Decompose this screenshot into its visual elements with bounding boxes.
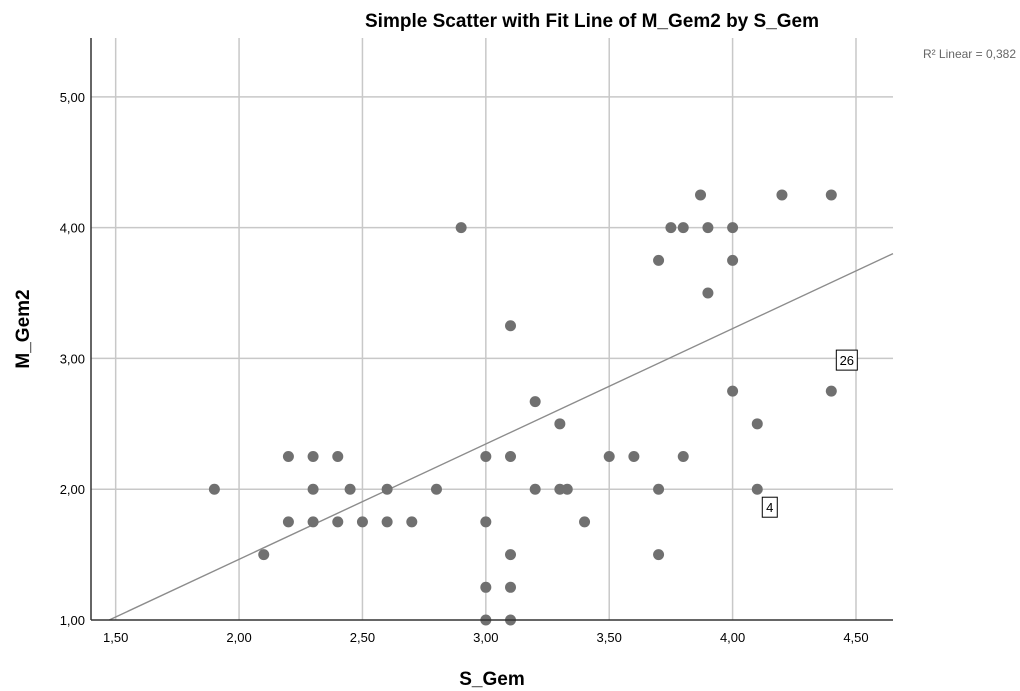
data-point	[430, 483, 442, 495]
data-point	[579, 516, 591, 528]
data-point	[307, 516, 319, 528]
data-point	[554, 418, 566, 430]
fit-line-layer	[108, 252, 894, 621]
point-labels: 26 4	[761, 349, 858, 518]
data-point	[677, 451, 689, 463]
grid	[91, 38, 893, 620]
data-point	[653, 483, 665, 495]
data-point	[307, 483, 319, 495]
point-label-text: 4	[766, 500, 773, 515]
data-point	[505, 549, 517, 561]
data-point	[695, 189, 707, 201]
point-label-4: 4	[761, 496, 778, 518]
data-point	[702, 287, 714, 299]
data-point	[505, 320, 517, 332]
data-point	[381, 483, 393, 495]
data-point	[529, 396, 541, 408]
data-point	[480, 516, 492, 528]
y-axis-title: M_Gem2	[13, 289, 34, 368]
point-label-26: 26	[835, 349, 858, 371]
point-label-box	[761, 496, 778, 518]
data-point	[307, 451, 319, 463]
data-point	[653, 549, 665, 561]
data-point	[603, 451, 615, 463]
data-point	[628, 451, 640, 463]
data-point	[727, 254, 739, 266]
data-point	[825, 385, 837, 397]
y-tick-label: 1,00	[60, 613, 85, 628]
points-layer	[208, 189, 837, 626]
point-label-box	[835, 349, 858, 371]
r2-linear-label: R² Linear = 0,382	[923, 47, 1016, 61]
data-point	[677, 222, 689, 234]
chart-title: Simple Scatter with Fit Line of M_Gem2 b…	[365, 11, 819, 32]
x-tick-label: 1,50	[103, 630, 128, 645]
data-point	[665, 222, 677, 234]
data-point	[505, 451, 517, 463]
data-point	[653, 254, 665, 266]
data-point	[751, 418, 763, 430]
x-tick-label: 4,00	[720, 630, 745, 645]
data-point	[344, 483, 356, 495]
x-tick-label: 4,50	[843, 630, 868, 645]
data-point	[702, 222, 714, 234]
y-tick-label: 2,00	[60, 482, 85, 497]
x-tick-label: 3,50	[597, 630, 622, 645]
data-point	[751, 483, 763, 495]
data-point	[455, 222, 467, 234]
fit-line	[108, 252, 894, 621]
x-tick-label: 2,50	[350, 630, 375, 645]
data-point	[208, 483, 220, 495]
data-point	[480, 581, 492, 593]
x-tick-label: 2,00	[226, 630, 251, 645]
data-point	[332, 451, 344, 463]
tick-labels: 1,50 2,00 2,50 3,00 3,50 4,00 4,50 1,00 2,00 3,00…	[60, 90, 869, 645]
data-point	[561, 483, 573, 495]
data-point	[727, 385, 739, 397]
x-axis-title: S_Gem	[459, 669, 524, 690]
data-point	[282, 516, 294, 528]
data-point	[529, 483, 541, 495]
data-point	[332, 516, 344, 528]
data-point	[505, 581, 517, 593]
data-point	[381, 516, 393, 528]
y-tick-label: 4,00	[60, 221, 85, 236]
data-point	[825, 189, 837, 201]
y-tick-label: 5,00	[60, 90, 85, 105]
data-point	[727, 222, 739, 234]
point-label-text: 26	[840, 353, 854, 368]
data-point	[480, 451, 492, 463]
axes	[90, 38, 893, 621]
data-point	[406, 516, 418, 528]
data-point	[356, 516, 368, 528]
x-tick-label: 3,00	[473, 630, 498, 645]
data-point	[258, 549, 270, 561]
data-point	[282, 451, 294, 463]
data-point	[776, 189, 788, 201]
y-tick-label: 3,00	[60, 351, 85, 366]
